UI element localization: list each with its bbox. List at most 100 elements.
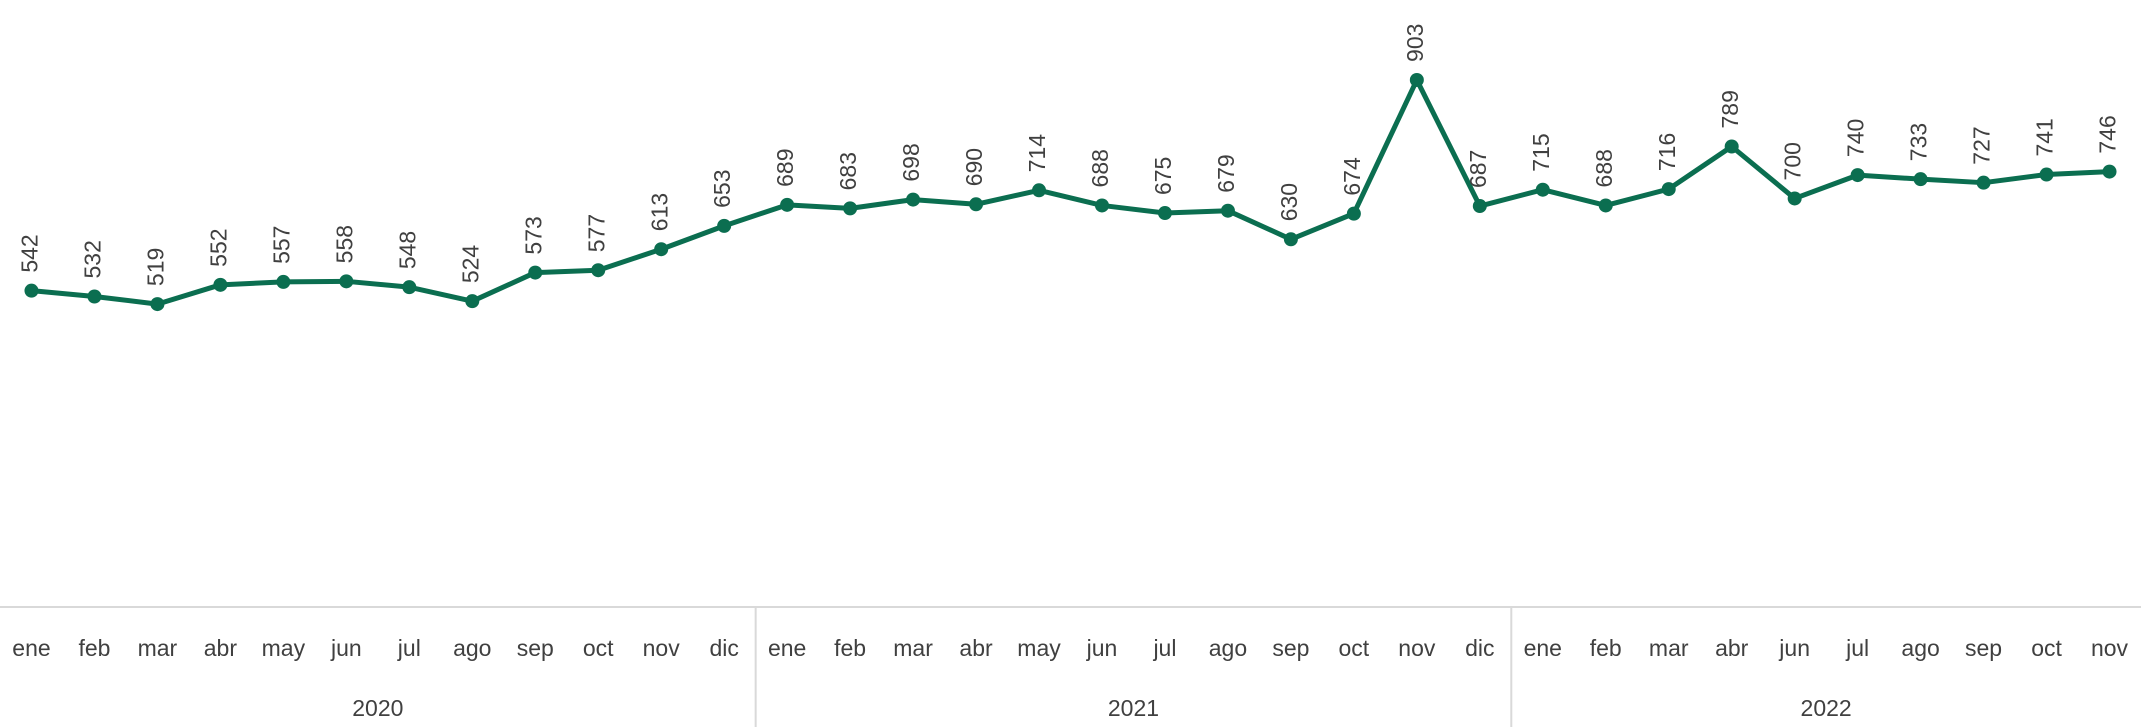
value-label: 557 [268, 226, 294, 264]
x-tick-label: jul [1152, 635, 1176, 661]
x-tick-label: mar [893, 635, 933, 661]
x-tick-label: mar [1649, 635, 1689, 661]
point [1094, 198, 1109, 213]
value-label: 630 [1276, 183, 1302, 221]
value-label: 675 [1150, 157, 1176, 195]
point [24, 283, 39, 298]
x-tick-label: dic [1465, 635, 1494, 661]
value-label: 577 [583, 214, 609, 252]
x-tick-label: ago [1901, 635, 1939, 661]
value-label: 903 [1402, 24, 1428, 62]
point [528, 265, 543, 280]
x-tick-label: mar [138, 635, 178, 661]
x-tick-label: jun [1086, 635, 1118, 661]
point [654, 242, 669, 257]
point [276, 274, 291, 289]
point [1724, 139, 1739, 154]
value-label: 741 [2032, 118, 2058, 156]
x-tick-label: jul [397, 635, 421, 661]
point [717, 218, 732, 233]
value-label: 674 [1339, 157, 1365, 196]
x-tick-label: sep [1965, 635, 2002, 661]
point [1976, 175, 1991, 190]
x-tick-label: abr [1715, 635, 1749, 661]
x-tick-label: sep [517, 635, 554, 661]
group-label: 2020 [352, 695, 403, 721]
x-tick-label: may [1017, 635, 1061, 661]
value-label: 519 [143, 248, 169, 286]
point [1157, 206, 1172, 221]
point [1787, 191, 1802, 206]
value-label: 688 [1087, 149, 1113, 187]
x-tick-label: feb [78, 635, 110, 661]
x-tick-label: ene [1524, 635, 1562, 661]
value-label: 690 [961, 148, 987, 186]
point [1283, 232, 1298, 247]
value-label: 714 [1024, 134, 1050, 173]
value-label: 573 [520, 216, 546, 254]
value-label: 558 [331, 225, 357, 263]
value-label: 688 [1591, 149, 1617, 187]
x-tick-label: ago [453, 635, 491, 661]
x-tick-label: jun [1778, 635, 1810, 661]
point [780, 197, 795, 212]
point [1346, 206, 1361, 221]
point [843, 201, 858, 216]
x-tick-label: abr [204, 635, 238, 661]
x-tick-label: ene [768, 635, 806, 661]
x-tick-label: ene [12, 635, 50, 661]
x-tick-label: feb [1590, 635, 1622, 661]
point [465, 294, 480, 309]
point [1220, 203, 1235, 218]
point [969, 197, 984, 212]
value-label: 683 [835, 152, 861, 190]
x-tick-label: jun [330, 635, 362, 661]
x-tick-label: oct [1339, 635, 1370, 661]
value-label: 542 [17, 234, 43, 272]
point [1598, 198, 1613, 213]
line [31, 77, 2110, 307]
point [1661, 182, 1676, 197]
point [1913, 172, 1928, 187]
x-tick-label: dic [709, 635, 738, 661]
value-label: 613 [646, 193, 672, 231]
point [906, 192, 921, 207]
value-label: 727 [1969, 126, 1995, 164]
value-label: 679 [1213, 154, 1239, 192]
x-tick-label: ago [1209, 635, 1247, 661]
value-label: 746 [2095, 115, 2121, 153]
point [1032, 183, 1047, 198]
x-tick-label: oct [583, 635, 614, 661]
value-label: 532 [80, 240, 106, 278]
point [150, 297, 165, 312]
value-label: 687 [1465, 150, 1491, 188]
x-tick-label: sep [1272, 635, 1309, 661]
x-tick-label: feb [834, 635, 866, 661]
value-label: 698 [898, 143, 924, 181]
x-tick-label: oct [2031, 635, 2062, 661]
point [87, 289, 102, 304]
value-label: 700 [1780, 142, 1806, 180]
value-label: 552 [205, 228, 231, 266]
point [339, 274, 354, 289]
x-tick-label: nov [1398, 635, 1436, 661]
x-tick-label: may [262, 635, 306, 661]
point [591, 263, 606, 278]
value-label: 716 [1654, 133, 1680, 171]
point [1409, 72, 1424, 87]
value-label: 524 [457, 245, 483, 284]
value-label: 715 [1528, 133, 1554, 171]
value-label: 740 [1843, 119, 1869, 157]
value-label: 548 [394, 231, 420, 269]
x-tick-label: jul [1845, 635, 1869, 661]
value-label: 689 [772, 148, 798, 186]
point [402, 280, 417, 295]
value-label: 789 [1717, 90, 1743, 128]
x-tick-label: nov [643, 635, 681, 661]
group-label: 2022 [1801, 695, 1852, 721]
value-label: 653 [709, 169, 735, 207]
value-label: 733 [1906, 123, 1932, 161]
point [2102, 164, 2117, 179]
point [1850, 168, 1865, 183]
